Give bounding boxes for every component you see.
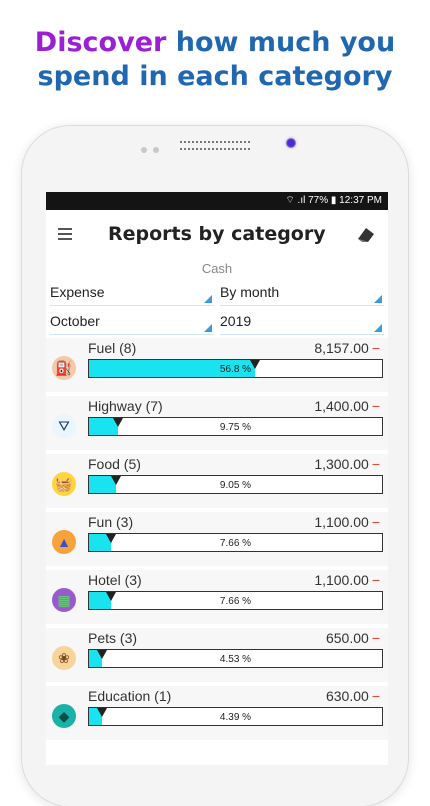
status-bar: ⌔ .ıl 77% ▮ 12:37 PM [46, 192, 388, 210]
earpiece-speaker [180, 141, 250, 150]
category-row[interactable]: ❀ Pets (3) 650.00− 4.53 % [46, 628, 388, 682]
category-name: Hotel (3) [88, 572, 142, 588]
marker-triangle-icon [97, 650, 108, 659]
category-row[interactable]: ▲ Fun (3) 1,100.00− 7.66 % [46, 512, 388, 566]
category-row[interactable]: ▦ Hotel (3) 1,100.00− 7.66 % [46, 570, 388, 624]
headline-line2: spend in each category [37, 61, 393, 92]
amount-value: 1,400.00 [314, 398, 369, 414]
percentage-label: 7.66 % [219, 538, 252, 549]
year-select-value: 2019 [220, 313, 252, 329]
amount-value: 1,100.00 [314, 572, 369, 588]
category-row[interactable]: ◆ Education (1) 630.00− 4.39 % [46, 686, 388, 740]
percentage-label: 56.8 % [219, 364, 252, 375]
headline-line1: how much you [166, 27, 396, 58]
category-amount: 630.00− [326, 688, 380, 704]
amount-value: 8,157.00 [314, 340, 369, 356]
percentage-bar: 4.53 % [88, 649, 383, 668]
percentage-label: 4.53 % [219, 654, 252, 665]
marker-triangle-icon [106, 534, 117, 543]
paw-icon: ❀ [52, 646, 76, 670]
eraser-icon[interactable] [356, 225, 376, 243]
highway-icon: ⛛ [52, 414, 76, 438]
year-select[interactable]: 2019 [220, 309, 384, 335]
party-hat-icon: ▲ [52, 530, 76, 554]
category-amount: 1,400.00− [314, 398, 380, 414]
dropdown-triangle-icon [204, 324, 212, 332]
dropdown-triangle-icon [374, 295, 382, 303]
percentage-label: 7.66 % [219, 596, 252, 607]
percentage-fill [89, 476, 116, 493]
category-amount: 650.00− [326, 630, 380, 646]
category-row[interactable]: ⛛ Highway (7) 1,400.00− 9.75 % [46, 396, 388, 450]
negative-sign: − [371, 688, 380, 704]
amount-value: 650.00 [325, 630, 369, 646]
marker-triangle-icon [110, 476, 121, 485]
period-select[interactable]: By month [220, 280, 384, 306]
negative-sign: − [371, 456, 380, 472]
percentage-bar: 7.66 % [88, 533, 383, 552]
dropdown-triangle-icon [204, 295, 212, 303]
category-amount: 8,157.00− [314, 340, 380, 356]
percentage-label: 9.05 % [219, 480, 252, 491]
negative-sign: − [371, 572, 380, 588]
negative-sign: − [371, 630, 380, 646]
percentage-fill [89, 592, 112, 609]
negative-sign: − [371, 514, 380, 530]
fuel-icon: ⛽ [52, 356, 76, 380]
category-name: Education (1) [88, 688, 172, 704]
marker-triangle-icon [250, 360, 261, 369]
front-camera-icon [284, 136, 298, 150]
amount-value: 630.00 [325, 688, 369, 704]
percentage-fill [89, 418, 118, 435]
category-amount: 1,100.00− [314, 572, 380, 588]
percentage-bar: 9.75 % [88, 417, 383, 436]
category-name: Fun (3) [88, 514, 134, 530]
category-row[interactable]: 🧺 Food (5) 1,300.00− 9.05 % [46, 454, 388, 508]
account-label: Cash [201, 261, 233, 276]
category-row[interactable]: ⛽ Fuel (8) 8,157.00− 56.8 % [46, 338, 388, 392]
marker-triangle-icon [106, 592, 117, 601]
month-select-value: October [50, 313, 100, 329]
phone-screen: ⌔ .ıl 77% ▮ 12:37 PM Reports by category… [46, 192, 388, 765]
amount-value: 1,100.00 [314, 514, 369, 530]
sensor-dots [141, 140, 165, 158]
graduation-cap-icon: ◆ [52, 704, 76, 728]
category-name: Food (5) [88, 456, 141, 472]
negative-sign: − [371, 340, 380, 356]
percentage-label: 4.39 % [219, 712, 252, 723]
marker-triangle-icon [96, 708, 107, 717]
page-title: Reports by category [108, 223, 326, 245]
hotel-icon: ▦ [52, 588, 76, 612]
category-amount: 1,100.00− [314, 514, 380, 530]
headline-accent: Discover [34, 27, 167, 58]
category-name: Fuel (8) [88, 340, 137, 356]
type-select-value: Expense [50, 284, 105, 300]
category-amount: 1,300.00− [314, 456, 380, 472]
percentage-bar: 56.8 % [88, 359, 383, 378]
category-name: Pets (3) [88, 630, 138, 646]
shopping-basket-icon: 🧺 [52, 472, 76, 496]
marker-triangle-icon [112, 418, 123, 427]
amount-value: 1,300.00 [314, 456, 369, 472]
type-select[interactable]: Expense [50, 280, 214, 306]
negative-sign: − [371, 398, 380, 414]
percentage-fill [89, 360, 256, 377]
dropdown-triangle-icon [374, 324, 382, 332]
category-name: Highway (7) [88, 398, 163, 414]
promo-headline: Discover how much you spend in each cate… [0, 26, 430, 94]
period-select-value: By month [220, 284, 280, 300]
hamburger-menu-icon[interactable] [58, 228, 72, 240]
app-bar: Reports by category [46, 210, 388, 260]
percentage-bar: 7.66 % [88, 591, 383, 610]
percentage-fill [89, 534, 112, 551]
percentage-label: 9.75 % [219, 422, 252, 433]
percentage-bar: 9.05 % [88, 475, 383, 494]
percentage-bar: 4.39 % [88, 707, 383, 726]
month-select[interactable]: October [50, 309, 214, 335]
